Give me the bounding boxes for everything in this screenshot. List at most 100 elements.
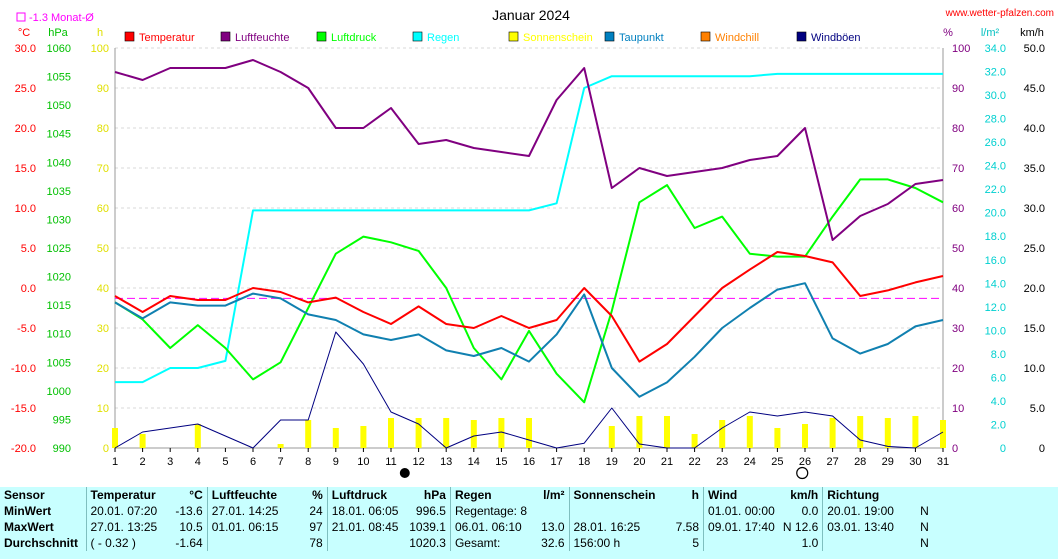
legend-label-1: Luftfeuchte bbox=[235, 32, 289, 44]
stats-min-sun-value bbox=[660, 503, 704, 519]
sunshine-bar bbox=[802, 424, 808, 448]
stats-max-row: MaxWert 27.01. 13:25 10.5 01.01. 06:15 9… bbox=[0, 519, 933, 535]
temp-tick-label: 30.0 bbox=[15, 43, 36, 55]
rain-tick-label: 6.0 bbox=[991, 372, 1006, 384]
stats-avg-humidity-value: 78 bbox=[309, 536, 323, 550]
stats-header-wind-unit: km/h bbox=[790, 488, 819, 502]
sun-tick-label: 30 bbox=[97, 323, 109, 335]
stats-header-humidity: Luftfeuchte bbox=[206, 487, 288, 503]
stats-max-direction-value: N bbox=[920, 520, 929, 534]
stats-max-wind-time: 09.01. 17:40 bbox=[703, 519, 779, 535]
stats-min-rain-value bbox=[531, 503, 569, 519]
stats-max-temp-value: 10.5 bbox=[179, 520, 203, 534]
stats-avg-label: Durchschnitt bbox=[4, 536, 79, 550]
x-tick-label: 27 bbox=[826, 456, 838, 468]
legend-swatch-6 bbox=[700, 31, 711, 42]
stats-max-wind-value: N 12.6 bbox=[782, 520, 819, 534]
x-tick-label: 26 bbox=[799, 456, 811, 468]
pressure-tick-label: 1030 bbox=[47, 214, 71, 226]
rain-tick-label: 14.0 bbox=[985, 278, 1006, 290]
sunshine-bar bbox=[691, 434, 698, 448]
temp-tick-label: -15.0 bbox=[11, 403, 36, 415]
site-url[interactable]: www.wetter-pfalzen.com bbox=[945, 8, 1054, 19]
pressure-tick-label: 1035 bbox=[47, 186, 71, 198]
x-tick-label: 5 bbox=[222, 456, 228, 468]
humidity-tick-label: 80 bbox=[952, 123, 964, 135]
sunshine-bar bbox=[636, 416, 643, 448]
stats-header-wind: Wind bbox=[703, 487, 779, 503]
stats-max-pressure-value: 1039.1 bbox=[409, 520, 446, 534]
sunshine-bar bbox=[608, 426, 615, 448]
pressure-tick-label: 1040 bbox=[47, 157, 71, 169]
sunshine-bar bbox=[719, 420, 726, 448]
sun-tick-label: 60 bbox=[97, 203, 109, 215]
stats-avg-wind-time bbox=[703, 535, 779, 551]
temp-tick-label: 0.0 bbox=[21, 283, 36, 295]
rain-tick-label: 4.0 bbox=[991, 396, 1006, 408]
stats-avg-row: Durchschnitt ( - 0.32 ) -1.64 78 1020.3 … bbox=[0, 535, 933, 551]
x-tick-label: 7 bbox=[278, 456, 284, 468]
rain-tick-label: 26.0 bbox=[985, 137, 1006, 149]
legend-label-6: Windchill bbox=[715, 32, 759, 44]
rain-tick-label: 24.0 bbox=[985, 161, 1006, 173]
sun-axis-unit: h bbox=[97, 27, 103, 39]
rain-tick-label: 16.0 bbox=[985, 255, 1006, 267]
stats-header-pressure-unit: hPa bbox=[423, 488, 446, 502]
x-tick-label: 6 bbox=[250, 456, 256, 468]
x-tick-label: 10 bbox=[357, 456, 369, 468]
pressure-tick-label: 1050 bbox=[47, 100, 71, 112]
stats-min-humidity-time: 27.01. 14:25 bbox=[206, 503, 288, 519]
x-tick-label: 8 bbox=[305, 456, 311, 468]
humidity-tick-label: 40 bbox=[952, 283, 964, 295]
stats-header-sensor: Sensor bbox=[4, 488, 45, 502]
humidity-tick-label: 90 bbox=[952, 83, 964, 95]
sun-tick-label: 80 bbox=[97, 123, 109, 135]
stats-avg-pressure-time bbox=[326, 535, 406, 551]
stats-avg-temp-time: ( - 0.32 ) bbox=[85, 535, 162, 551]
stats-min-wind-value: 0.0 bbox=[801, 504, 819, 518]
rain-tick-label: 10.0 bbox=[985, 325, 1006, 337]
wind-tick-label: 45.0 bbox=[1024, 83, 1045, 95]
stats-avg-rain-value: 32.6 bbox=[541, 536, 565, 550]
sunshine-bar bbox=[388, 418, 394, 448]
stats-max-humidity-value: 97 bbox=[309, 520, 323, 534]
temp-tick-label: -20.0 bbox=[11, 443, 36, 455]
statistics-panel: Sensor Temperatur °C Luftfeuchte % Luftd… bbox=[0, 487, 1058, 559]
series-line-luftfeuchte bbox=[114, 59, 944, 241]
monthly-mean-label: -1.3 Monat-Ø bbox=[29, 12, 94, 24]
pressure-tick-label: 1010 bbox=[47, 329, 71, 341]
monthly-mean-marker bbox=[16, 12, 26, 22]
x-tick-label: 17 bbox=[550, 456, 562, 468]
sun-tick-label: 50 bbox=[97, 243, 109, 255]
stats-header-pressure: Luftdruck bbox=[326, 487, 406, 503]
stats-min-humidity-value: 24 bbox=[309, 504, 323, 518]
stats-avg-sun-time: 156:00 h bbox=[568, 535, 660, 551]
stats-header-rain: Regen bbox=[449, 487, 531, 503]
x-tick-label: 4 bbox=[195, 456, 201, 468]
legend: Temperatur Luftfeuchte Luftdruck Regen Sonne… bbox=[124, 31, 861, 44]
stats-max-temp-time: 27.01. 13:25 bbox=[85, 519, 162, 535]
temp-tick-label: 15.0 bbox=[15, 163, 36, 175]
wind-tick-label: 35.0 bbox=[1024, 163, 1045, 175]
stats-avg-sun-value: 5 bbox=[692, 536, 700, 550]
humidity-tick-label: 30 bbox=[952, 323, 964, 335]
pressure-tick-label: 1005 bbox=[47, 357, 71, 369]
temp-axis-unit: °C bbox=[18, 27, 30, 39]
rain-tick-label: 8.0 bbox=[991, 349, 1006, 361]
weather-chart: Januar 2024 www.wetter-pfalzen.com -1.3 … bbox=[10, 7, 1054, 480]
sun-tick-label: 90 bbox=[97, 83, 109, 95]
legend-label-3: Regen bbox=[427, 32, 459, 44]
rain-tick-label: 32.0 bbox=[985, 67, 1006, 79]
x-tick-label: 3 bbox=[167, 456, 173, 468]
sunshine-bar bbox=[664, 416, 670, 448]
sunshine-bar bbox=[360, 426, 367, 448]
stats-min-direction-time: 20.01. 19:00 bbox=[822, 503, 913, 519]
x-tick-label: 20 bbox=[633, 456, 645, 468]
sunshine-bar bbox=[912, 416, 919, 448]
x-tick-label: 28 bbox=[854, 456, 866, 468]
series-line-taupunkt bbox=[114, 282, 944, 398]
legend-swatch-5 bbox=[604, 31, 615, 42]
pressure-tick-label: 1045 bbox=[47, 129, 71, 141]
stats-max-sun-time: 28.01. 16:25 bbox=[568, 519, 660, 535]
stats-header-spacer bbox=[913, 487, 933, 503]
